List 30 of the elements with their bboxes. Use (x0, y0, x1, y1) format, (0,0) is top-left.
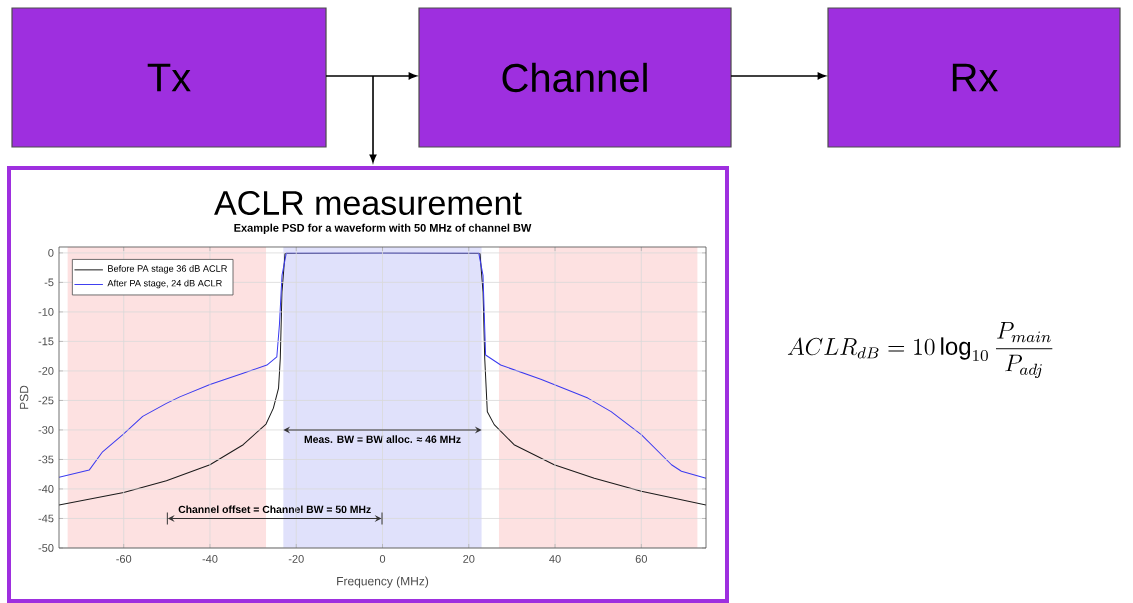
y-tick-label: -20 (38, 367, 54, 375)
y-axis-title: PSD (19, 385, 29, 409)
category-label: Tx (147, 63, 191, 92)
legend-label: After PA stage, 24 dB ACLR (107, 279, 222, 289)
x-tick-label: 40 (549, 555, 561, 563)
y-tick-label: -10 (38, 308, 54, 316)
text: $ACLR_{dB} = 10\log_{10}\frac{P_{main}}{P_{adj}}$ (787, 322, 1053, 379)
y-tick-label: -45 (38, 514, 54, 523)
y-tick-label: -30 (38, 426, 54, 434)
x-tick-label: -60 (116, 555, 132, 563)
chart-title: ACLR measurement (214, 190, 522, 216)
chart-subtitle: Example PSD for a waveform with 50 MHz of channel BW (234, 223, 532, 234)
x-tick-label: 0 (379, 555, 386, 563)
y-tick-label: 0 (48, 249, 54, 257)
annotation: Channel offset = Channel BW = 50 MHz (178, 505, 371, 514)
x-tick-label: -20 (288, 555, 304, 563)
x-axis-title: Frequency (MHz) (337, 576, 429, 588)
category-label: Channel (502, 62, 647, 93)
y-tick-label: -40 (38, 485, 54, 493)
y-tick-label: -5 (44, 278, 54, 287)
y-tick-label: -50 (38, 544, 54, 552)
y-tick-label: -15 (38, 337, 54, 346)
x-tick-label: -40 (202, 555, 218, 563)
annotation: Meas. BW = BW alloc. ≈ 46 MHz (304, 435, 461, 443)
y-tick-label: -25 (38, 396, 54, 405)
y-tick-label: -35 (38, 455, 54, 464)
x-tick-label: 60 (635, 555, 647, 563)
category-label: Rx (952, 63, 999, 92)
x-tick-label: 20 (463, 555, 475, 563)
legend-label: Before PA stage 36 dB ACLR (108, 265, 227, 274)
